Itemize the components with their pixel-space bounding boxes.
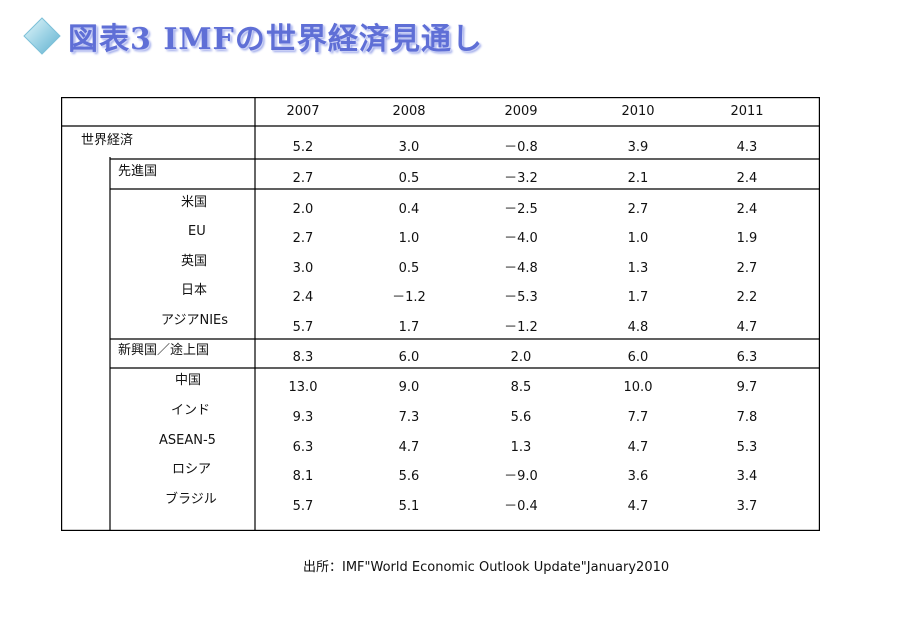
value-cell: －0.8 bbox=[504, 140, 538, 155]
page-title-block: 図表3 IMFの世界経済見通し bbox=[22, 14, 483, 58]
value-cell: 2.2 bbox=[736, 290, 758, 305]
value-cell: 2.4 bbox=[736, 171, 758, 186]
row-label: ブラジル bbox=[165, 492, 217, 507]
value-cell: 8.3 bbox=[292, 350, 314, 365]
value-cell: 2.7 bbox=[627, 202, 649, 217]
value-cell: 8.5 bbox=[510, 380, 532, 395]
year-header: 2011 bbox=[730, 104, 764, 119]
year-header: 2008 bbox=[392, 104, 426, 119]
value-cell: 1.3 bbox=[510, 440, 532, 455]
row-label: 日本 bbox=[181, 283, 208, 298]
value-cell: 9.3 bbox=[292, 410, 314, 425]
value-cell: 2.0 bbox=[292, 202, 314, 217]
row-label: 新興国／途上国 bbox=[118, 343, 210, 358]
value-cell: 1.7 bbox=[398, 320, 420, 335]
forecast-table: 2007 2008 2009 2010 2011 世界経済 5.2 3.0 －0.8 3.9 4.3… bbox=[61, 97, 820, 531]
year-header: 2009 bbox=[504, 104, 538, 119]
value-cell: 4.3 bbox=[736, 140, 758, 155]
value-cell: 3.9 bbox=[627, 140, 649, 155]
value-cell: 5.7 bbox=[292, 499, 314, 514]
source-note: 出所：IMF"World Economic Outlook Update"Jan… bbox=[303, 560, 670, 575]
value-cell: 13.0 bbox=[288, 380, 318, 395]
value-cell: －4.0 bbox=[504, 231, 538, 246]
value-cell: 1.0 bbox=[627, 231, 649, 246]
value-cell: －2.5 bbox=[504, 202, 538, 217]
value-cell: 3.0 bbox=[292, 261, 314, 276]
value-cell: 6.0 bbox=[398, 350, 420, 365]
row-label: 英国 bbox=[181, 254, 208, 269]
value-cell: －1.2 bbox=[392, 290, 426, 305]
value-cell: 1.7 bbox=[627, 290, 649, 305]
value-cell: 4.7 bbox=[627, 499, 649, 514]
row-label: 中国 bbox=[175, 373, 202, 388]
row-label: インド bbox=[171, 403, 211, 418]
value-cell: 2.4 bbox=[736, 202, 758, 217]
value-cell: 0.4 bbox=[398, 202, 420, 217]
value-cell: 0.5 bbox=[398, 171, 420, 186]
value-cell: －3.2 bbox=[504, 171, 538, 186]
value-cell: 9.7 bbox=[736, 380, 758, 395]
value-cell: －9.0 bbox=[504, 469, 538, 484]
value-cell: 5.6 bbox=[510, 410, 532, 425]
value-cell: 5.1 bbox=[398, 499, 420, 514]
value-cell: －0.4 bbox=[504, 499, 538, 514]
diamond-icon bbox=[23, 17, 61, 55]
table-grid bbox=[61, 97, 820, 531]
value-cell: 1.3 bbox=[627, 261, 649, 276]
value-cell: 6.3 bbox=[292, 440, 314, 455]
value-cell: 8.1 bbox=[292, 469, 314, 484]
value-cell: 9.0 bbox=[398, 380, 420, 395]
value-cell: －1.2 bbox=[504, 320, 538, 335]
value-cell: 4.7 bbox=[627, 440, 649, 455]
value-cell: 2.4 bbox=[292, 290, 314, 305]
row-label: 世界経済 bbox=[81, 133, 134, 148]
value-cell: 7.7 bbox=[627, 410, 649, 425]
value-cell: 2.7 bbox=[292, 231, 314, 246]
value-cell: 4.7 bbox=[736, 320, 758, 335]
row-label: EU bbox=[188, 224, 206, 239]
value-cell: 3.7 bbox=[736, 499, 758, 514]
value-cell: 1.0 bbox=[398, 231, 420, 246]
value-cell: 2.1 bbox=[627, 171, 649, 186]
value-cell: 0.5 bbox=[398, 261, 420, 276]
value-cell: 2.7 bbox=[292, 171, 314, 186]
value-cell: 4.7 bbox=[398, 440, 420, 455]
value-cell: 3.0 bbox=[398, 140, 420, 155]
value-cell: 5.6 bbox=[398, 469, 420, 484]
row-label: ロシア bbox=[172, 462, 212, 477]
row-label: ASEAN-5 bbox=[159, 433, 216, 448]
value-cell: 6.0 bbox=[627, 350, 649, 365]
value-cell: 3.4 bbox=[736, 469, 758, 484]
year-header: 2010 bbox=[621, 104, 655, 119]
value-cell: 7.3 bbox=[398, 410, 420, 425]
value-cell: 10.0 bbox=[623, 380, 653, 395]
year-header: 2007 bbox=[286, 104, 320, 119]
value-cell: －4.8 bbox=[504, 261, 538, 276]
row-label: アジアNIEs bbox=[161, 313, 229, 328]
value-cell: 2.7 bbox=[736, 261, 758, 276]
value-cell: 4.8 bbox=[627, 320, 649, 335]
value-cell: 6.3 bbox=[736, 350, 758, 365]
value-cell: －5.3 bbox=[504, 290, 538, 305]
row-label: 先進国 bbox=[118, 164, 158, 179]
row-label: 米国 bbox=[181, 195, 208, 210]
page-title: 図表3 IMFの世界経済見通し bbox=[68, 22, 483, 57]
value-cell: 3.6 bbox=[627, 469, 649, 484]
value-cell: 5.7 bbox=[292, 320, 314, 335]
value-cell: 1.9 bbox=[736, 231, 758, 246]
value-cell: 7.8 bbox=[736, 410, 758, 425]
value-cell: 5.3 bbox=[736, 440, 758, 455]
value-cell: 5.2 bbox=[292, 140, 314, 155]
value-cell: 2.0 bbox=[510, 350, 532, 365]
